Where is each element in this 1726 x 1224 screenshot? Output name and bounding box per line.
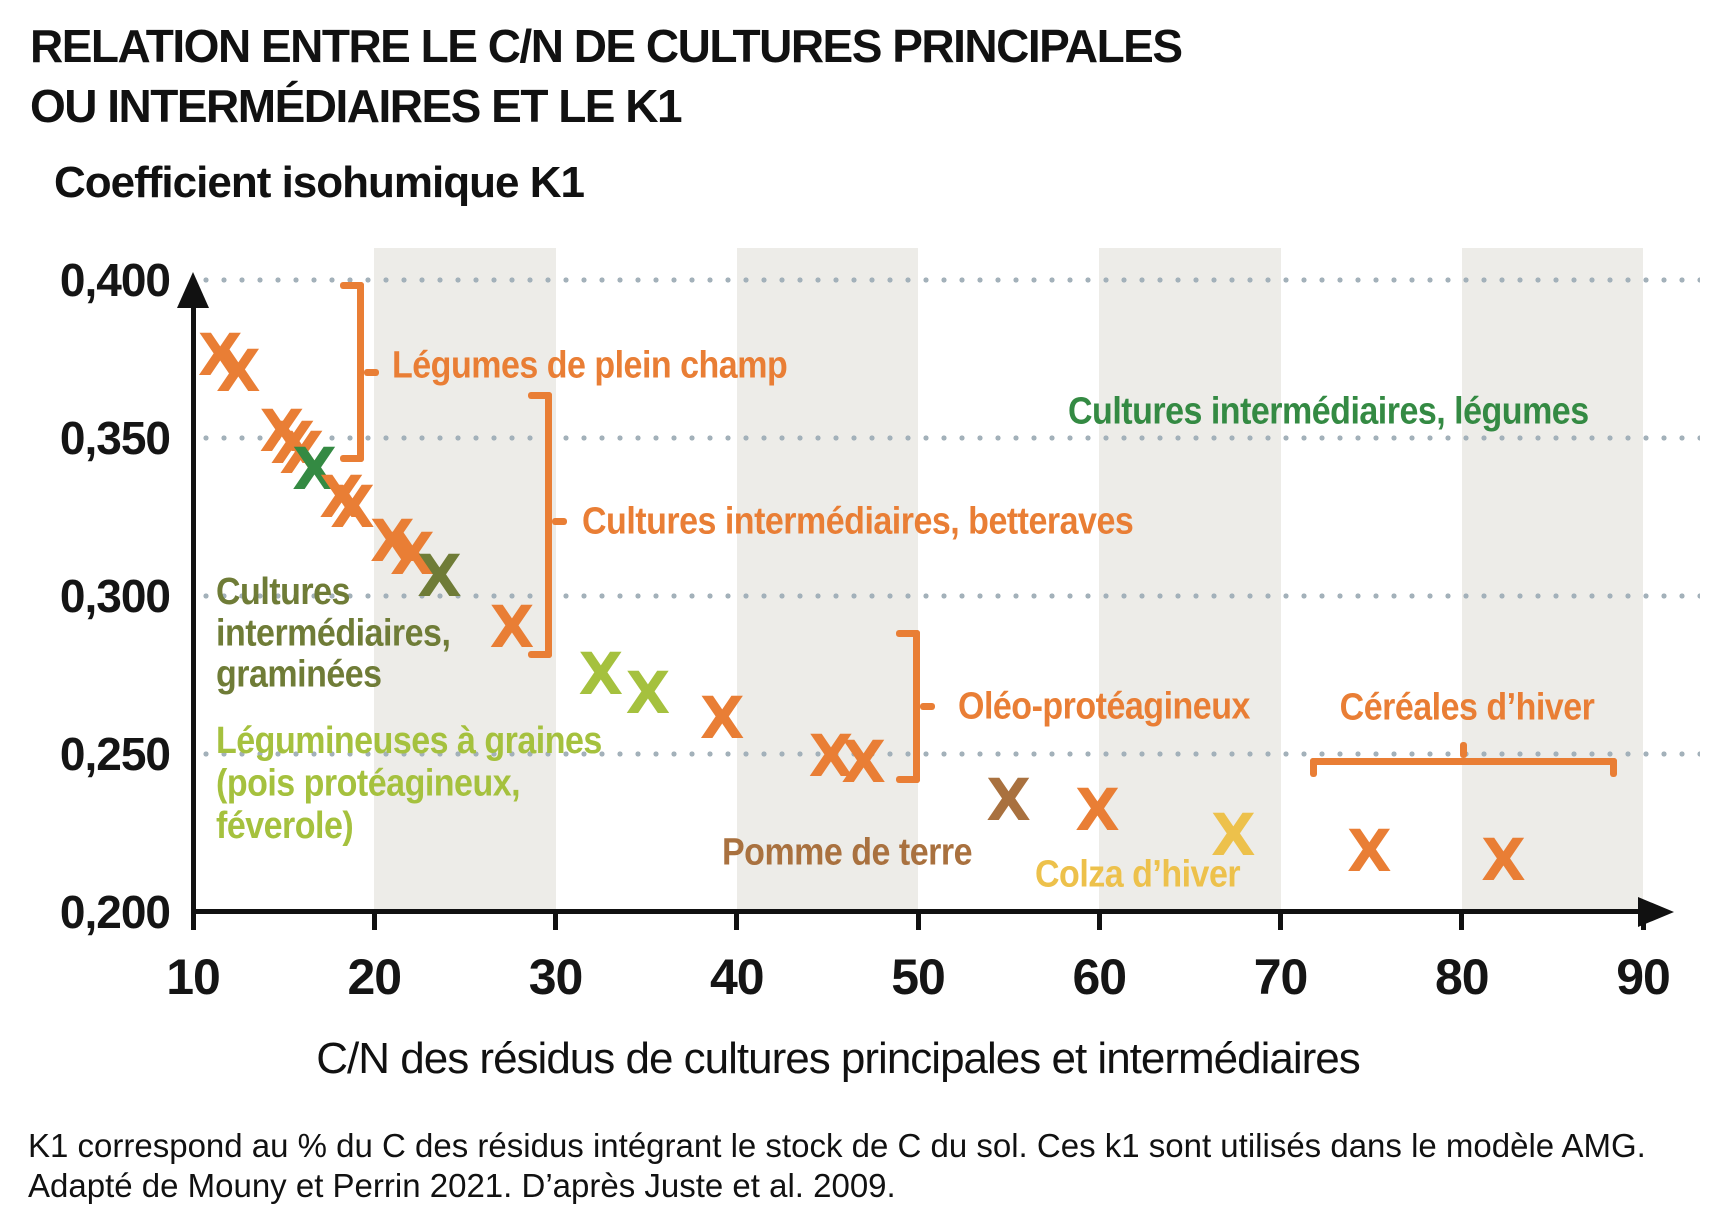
shaded-band bbox=[374, 248, 556, 912]
bracket-oleo-proteagineux bbox=[913, 630, 920, 783]
footnote-line1: K1 correspond au % du C des résidus inté… bbox=[28, 1127, 1646, 1164]
data-point-marker: X bbox=[370, 507, 415, 576]
y-tick-label: 0,300 bbox=[59, 570, 171, 622]
x-tick-label: 90 bbox=[1616, 949, 1671, 1005]
y-axis-title: Coefficient isohumique K1 bbox=[54, 158, 585, 207]
label-legumineuses-a-graines: Légumineuses à graines (pois protéagineux… bbox=[216, 719, 602, 847]
label-cultures-intermediaires-legumes: Cultures intermédiaires, légumes bbox=[1068, 389, 1589, 433]
x-tick-label: 10 bbox=[166, 949, 221, 1005]
y-axis-arrow-icon bbox=[177, 272, 209, 308]
x-axis-tick bbox=[1459, 914, 1465, 930]
data-point-marker: X bbox=[1075, 775, 1120, 844]
x-tick-label: 20 bbox=[347, 949, 402, 1005]
x-axis-tick bbox=[371, 914, 377, 930]
shaded-band bbox=[736, 248, 918, 912]
x-axis-tick bbox=[915, 914, 921, 930]
label-pomme-de-terre: Pomme de terre bbox=[722, 830, 973, 874]
data-point-marker: X bbox=[986, 766, 1031, 835]
bracket-cultures-intermediaires-betteraves-tick bbox=[552, 517, 567, 525]
data-point-marker: X bbox=[808, 721, 854, 790]
bracket-oleo-proteagineux-top-arm bbox=[896, 630, 920, 637]
dotted-gridline bbox=[203, 435, 1700, 441]
bracket-cereales-dhiver-tick bbox=[1459, 742, 1467, 758]
y-tick-label: 0,200 bbox=[59, 886, 171, 938]
label-legumes-plein-champ: Légumes de plein champ bbox=[392, 343, 788, 387]
bracket-legumes-plein-champ-bottom-arm bbox=[340, 455, 364, 462]
footnote-line2: Adapté de Mouny et Perrin 2021. D’après … bbox=[28, 1167, 896, 1204]
x-axis-line bbox=[191, 909, 1641, 914]
bracket-cereales-dhiver-right-hook bbox=[1610, 758, 1617, 777]
footnote: K1 correspond au % du C des résidus inté… bbox=[28, 1126, 1646, 1206]
data-point-marker: X bbox=[292, 434, 337, 503]
y-axis-line bbox=[191, 300, 196, 912]
x-tick-label: 30 bbox=[528, 949, 584, 1005]
dotted-gridline bbox=[203, 593, 1700, 599]
bracket-cereales-dhiver-left-hook bbox=[1310, 758, 1317, 777]
bracket-cultures-intermediaires-betteraves-bottom-arm bbox=[528, 651, 552, 658]
dotted-gridline bbox=[203, 277, 1700, 283]
bracket-cultures-intermediaires-betteraves bbox=[545, 392, 552, 658]
data-point-marker: X bbox=[1346, 816, 1392, 885]
data-point-marker: X bbox=[270, 409, 316, 478]
data-point-marker: X bbox=[699, 684, 745, 753]
bracket-oleo-proteagineux-tick bbox=[920, 702, 935, 710]
x-tick-label: 40 bbox=[709, 949, 765, 1005]
data-point-marker: X bbox=[215, 336, 261, 405]
y-tick-label: 0,350 bbox=[59, 412, 171, 464]
shaded-band bbox=[1461, 248, 1643, 912]
x-axis-tick bbox=[734, 914, 740, 930]
page-title-line1: RELATION ENTRE LE C/N DE CULTURES PRINCI… bbox=[30, 20, 1183, 72]
data-point-marker: X bbox=[417, 541, 462, 610]
bracket-cultures-intermediaires-betteraves-top-arm bbox=[528, 392, 552, 399]
label-cultures-intermediaires-betteraves: Cultures intermédiaires, betteraves bbox=[582, 499, 1134, 543]
data-point-marker: X bbox=[197, 320, 243, 389]
bracket-legumes-plein-champ bbox=[357, 282, 364, 462]
x-tick-label: 50 bbox=[891, 949, 946, 1005]
shaded-band bbox=[1099, 248, 1281, 912]
page-title: RELATION ENTRE LE C/N DE CULTURES PRINCI… bbox=[30, 16, 1183, 136]
data-point-marker: X bbox=[259, 396, 305, 465]
data-point-marker: X bbox=[279, 418, 325, 487]
x-axis-tick bbox=[1096, 914, 1102, 930]
dotted-gridline bbox=[203, 751, 1700, 757]
y-tick-label: 0,400 bbox=[59, 254, 171, 306]
bracket-legumes-plein-champ-tick bbox=[364, 368, 379, 376]
label-cultures-intermediaires-graminees: Cultures intermédiaires, graminées bbox=[216, 569, 451, 696]
x-tick-label: 70 bbox=[1253, 949, 1309, 1005]
x-tick-label: 60 bbox=[1072, 949, 1127, 1005]
data-point-marker: X bbox=[389, 519, 435, 588]
x-axis-tick bbox=[1640, 914, 1646, 930]
x-axis-tick bbox=[190, 914, 196, 930]
x-axis-tick bbox=[553, 914, 558, 930]
data-point-marker: X bbox=[1211, 800, 1256, 869]
y-tick-label: 0,250 bbox=[59, 728, 171, 780]
data-point-marker: X bbox=[489, 592, 535, 661]
x-axis-title: C/N des résidus de cultures principales … bbox=[316, 1034, 1360, 1083]
bracket-oleo-proteagineux-bottom-arm bbox=[896, 776, 920, 783]
bracket-cereales-dhiver bbox=[1310, 758, 1617, 765]
label-colza-dhiver: Colza d’hiver bbox=[1035, 852, 1241, 896]
data-point-marker: X bbox=[330, 472, 375, 541]
data-point-marker: X bbox=[841, 728, 886, 797]
page-title-line2: OU INTERMÉDIAIRES ET LE K1 bbox=[30, 80, 683, 132]
bracket-legumes-plein-champ-top-arm bbox=[340, 282, 364, 289]
data-point-marker: X bbox=[319, 462, 364, 531]
data-point-marker: X bbox=[578, 639, 624, 708]
label-cereales-dhiver: Céréales d’hiver bbox=[1339, 685, 1595, 729]
data-point-marker: X bbox=[1481, 826, 1526, 895]
data-point-marker: X bbox=[625, 658, 671, 727]
x-tick-label: 80 bbox=[1434, 949, 1490, 1005]
x-axis-tick bbox=[1278, 914, 1283, 930]
label-oleo-proteagineux: Oléo-protéagineux bbox=[958, 684, 1250, 728]
